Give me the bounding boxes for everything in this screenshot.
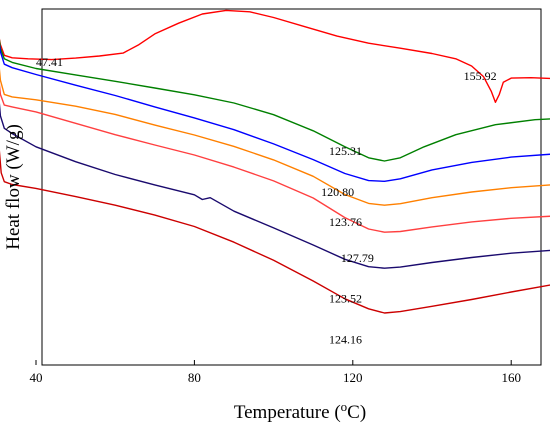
- series-line-6: [0, 150, 550, 314]
- peak-annotation-5: 127.79: [341, 251, 374, 265]
- x-axis-title-text: Temperature (: [234, 402, 341, 423]
- peak-annotation-6: 123.52: [329, 292, 362, 306]
- series-line-0: [0, 9, 550, 103]
- x-axis-ticks: [35, 360, 512, 365]
- series-lines: [0, 9, 550, 314]
- x-axis-tick-labels: 4080120160200240280: [30, 370, 521, 385]
- y-axis-title: Heat flow (W/g): [3, 124, 24, 250]
- x-axis-title-superscript: o: [341, 399, 348, 414]
- peak-annotation-1: 155.92: [464, 69, 497, 83]
- series-line-3: [0, 68, 550, 206]
- x-axis-title: Temperature (oC): [234, 399, 366, 423]
- x-tick-label-40: 40: [30, 370, 43, 385]
- peak-annotations: 47.41 155.92 125.31 120.80 123.76 127.79 123.5…: [36, 55, 497, 347]
- series-line-1: [0, 39, 550, 162]
- peak-annotation-2: 125.31: [329, 144, 362, 158]
- peak-annotation-7: 124.16: [329, 333, 362, 347]
- peak-annotation-4: 123.76: [329, 215, 362, 229]
- series-line-2: [0, 43, 550, 182]
- x-tick-label-80: 80: [188, 370, 201, 385]
- series-line-4: [0, 83, 550, 233]
- series-line-5: [0, 103, 550, 269]
- x-tick-label-160: 160: [501, 370, 521, 385]
- x-tick-label-120: 120: [343, 370, 363, 385]
- plot-frame: [41, 8, 542, 366]
- peak-annotation-0: 47.41: [36, 55, 63, 69]
- x-axis-title-unit: C): [347, 402, 366, 423]
- peak-annotation-3: 120.80: [321, 185, 354, 199]
